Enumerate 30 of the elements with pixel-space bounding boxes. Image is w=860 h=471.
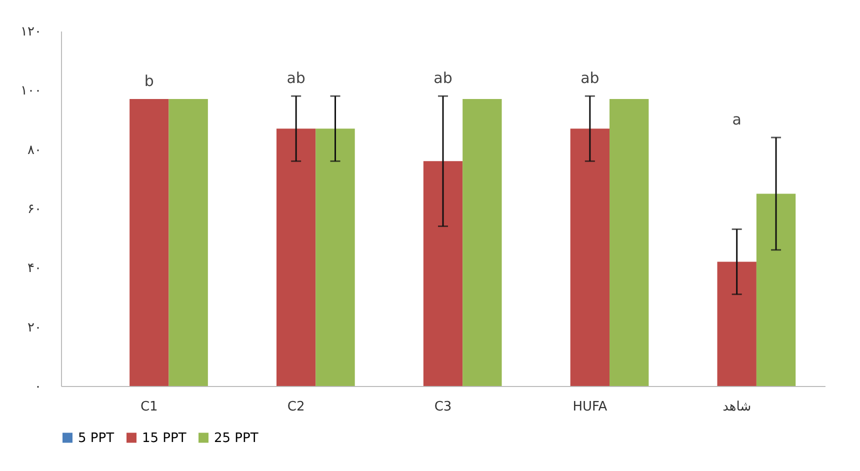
y-tick-label: ۶۰: [28, 202, 42, 217]
y-tick-label: ۱۲۰: [20, 24, 42, 40]
legend-label: 15 PPT: [142, 430, 186, 446]
bar: [423, 161, 463, 386]
annotation: b: [144, 72, 154, 90]
bar: [756, 194, 796, 386]
y-tick-label: ۰: [34, 380, 42, 394]
bar: [316, 128, 355, 386]
x-tick-label: C3: [434, 400, 452, 414]
annotation: ab: [580, 69, 600, 88]
y-tick-label: ۲۰: [28, 320, 42, 336]
x-tick-label: C1: [140, 400, 158, 414]
bar: [130, 99, 169, 386]
bar: [610, 99, 649, 386]
legend-label: 5 PPT: [78, 430, 114, 446]
annotation: a: [732, 110, 742, 128]
bar: [462, 99, 502, 386]
bar: [570, 128, 610, 386]
legend-label: 25 PPT: [214, 430, 258, 446]
x-tick-label: شاهد: [722, 400, 752, 414]
bar: [168, 99, 208, 386]
y-tick-label: ۴۰: [28, 261, 42, 276]
bar: [276, 128, 316, 386]
y-tick-label: ۱۰۰: [20, 84, 42, 99]
bar: [717, 262, 756, 386]
x-tick-label: HUFA: [572, 400, 608, 414]
annotation: ab: [286, 69, 306, 88]
annotation: ab: [434, 69, 452, 88]
y-tick-label: ۸۰: [28, 142, 42, 158]
x-tick-label: C2: [287, 400, 305, 414]
